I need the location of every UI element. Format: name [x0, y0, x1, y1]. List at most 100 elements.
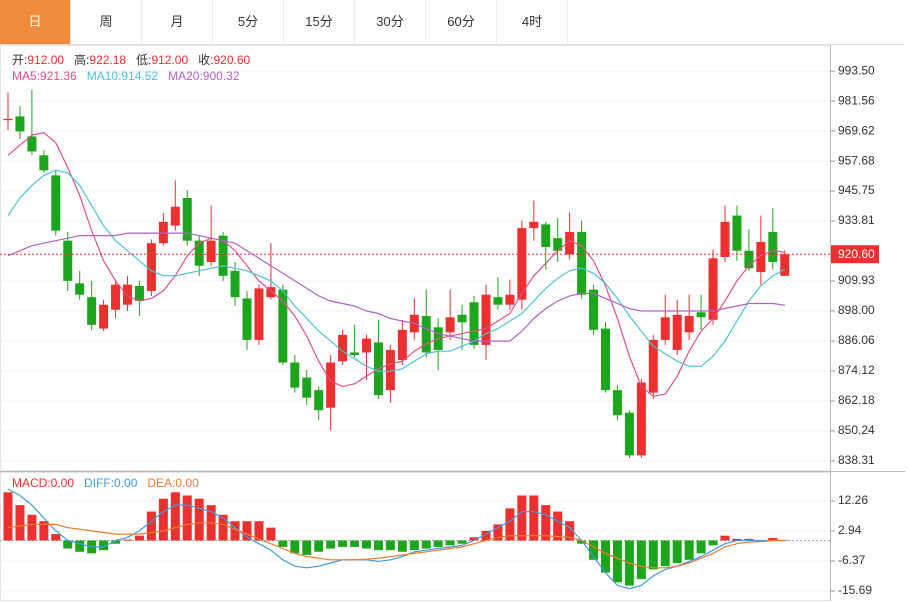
quote-value: 922.18	[89, 53, 127, 67]
candle-body	[421, 316, 431, 353]
candle-body	[720, 221, 730, 257]
macd-bar	[134, 535, 144, 541]
macd-bar	[326, 540, 336, 549]
macd-bar	[266, 527, 276, 541]
ma-line	[7, 232, 785, 342]
macd-line	[7, 488, 785, 590]
candle-body	[326, 362, 336, 408]
candle-body	[756, 241, 766, 273]
candle-body	[15, 116, 25, 132]
period-tab[interactable]: 周	[71, 0, 142, 44]
macd-bar	[182, 495, 192, 541]
macd-bar	[421, 540, 431, 549]
candle-body	[266, 287, 276, 298]
macd-bar	[242, 521, 252, 541]
candle-body	[39, 155, 49, 171]
y-tick-label: 838.31	[838, 453, 875, 467]
macd-bar	[469, 537, 479, 541]
period-tab[interactable]: 月	[142, 0, 213, 44]
period-tab[interactable]: 60分	[426, 0, 497, 44]
period-tab[interactable]: 15分	[284, 0, 355, 44]
macd-bar	[660, 540, 670, 567]
macd-bar	[744, 538, 754, 541]
macd-bar	[63, 540, 73, 549]
period-tab[interactable]: 4时	[497, 0, 568, 44]
y-tick-label: 993.50	[838, 63, 875, 77]
candle-body	[3, 118, 13, 121]
candle-body	[278, 289, 288, 363]
macd-bar	[648, 540, 658, 570]
quote-key: 开:	[12, 53, 28, 67]
macd-bar	[768, 537, 778, 541]
candle-body	[51, 175, 61, 231]
candle-body	[601, 328, 610, 391]
macd-bar	[39, 521, 49, 541]
macd-bar	[708, 540, 718, 546]
y-tick-label: 969.62	[838, 123, 875, 137]
candle-body	[493, 297, 503, 305]
macd-line	[7, 522, 785, 569]
candle-body	[350, 352, 360, 355]
macd-bar	[290, 540, 300, 554]
y-tick-label: 898.00	[838, 303, 875, 317]
macd-bar	[672, 540, 682, 564]
macd-bar	[350, 540, 360, 547]
candle-body	[99, 304, 109, 329]
macd-bar	[577, 540, 587, 544]
macd-bar	[529, 495, 539, 541]
macd-bar	[612, 540, 622, 583]
candle-body	[696, 312, 706, 318]
macd-bar	[170, 492, 180, 541]
candle-body	[87, 297, 97, 325]
macd-bar	[194, 498, 204, 541]
candle-body	[242, 298, 252, 340]
candle-body	[648, 339, 658, 393]
macd-bar	[158, 498, 168, 541]
candle-body	[27, 136, 37, 152]
macd-bar	[493, 524, 503, 541]
legend-name: MACD:	[12, 476, 51, 490]
candle-body	[672, 314, 682, 350]
candle-body	[206, 240, 216, 263]
candle-body	[123, 284, 132, 305]
candle-body	[230, 270, 240, 298]
period-tab[interactable]: 30分	[355, 0, 426, 44]
y-tick-label: 12.26	[838, 493, 868, 507]
candle-body	[624, 412, 634, 456]
macd-bar	[601, 540, 610, 573]
quote-key: 高:	[74, 53, 90, 67]
macd-bar	[696, 540, 706, 554]
period-tabs: 日周月 5分 15分 30分 60分 4时	[0, 0, 905, 45]
candle-body	[134, 285, 144, 301]
quote-value: 912.00	[27, 53, 65, 67]
macd-bar	[3, 492, 13, 541]
macd-bar	[15, 505, 25, 541]
last-price-label: 920.60	[838, 247, 875, 261]
period-tab[interactable]: 5分	[213, 0, 284, 44]
legend-name: MA10:	[86, 69, 122, 83]
candle-body	[146, 243, 156, 291]
legend-value: 0.00	[50, 476, 75, 490]
candle-body	[290, 362, 300, 388]
y-tick-label: 933.81	[838, 213, 875, 227]
y-tick-label: 874.12	[838, 363, 875, 377]
macd-bar	[565, 521, 575, 541]
candle-body	[612, 390, 622, 416]
macd-bar	[541, 505, 551, 541]
candle-body	[457, 314, 467, 323]
candle-body	[182, 197, 192, 241]
macd-bar	[123, 539, 132, 541]
period-tab[interactable]: 日	[0, 0, 71, 44]
candle-body	[636, 382, 646, 456]
candle-body	[768, 231, 778, 263]
y-tick-label: 957.68	[838, 153, 875, 167]
candle-body	[445, 317, 455, 333]
macd-bar	[51, 534, 61, 541]
candle-body	[385, 349, 395, 391]
candle-body	[338, 334, 348, 362]
macd-bar	[278, 540, 288, 547]
legend-name: DIFF:	[84, 476, 115, 490]
candle-body	[565, 231, 575, 255]
candle-body	[254, 288, 264, 340]
